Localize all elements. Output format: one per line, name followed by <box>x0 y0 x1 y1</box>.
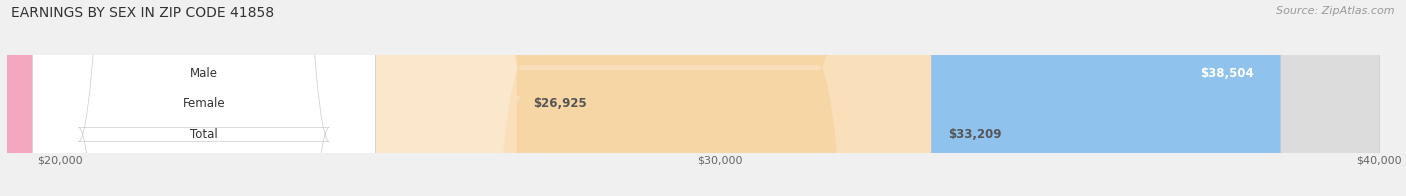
Text: Source: ZipAtlas.com: Source: ZipAtlas.com <box>1277 6 1395 16</box>
FancyBboxPatch shape <box>60 0 1379 196</box>
Text: $26,925: $26,925 <box>533 97 586 110</box>
Text: Female: Female <box>183 97 225 110</box>
Text: Male: Male <box>190 67 218 80</box>
FancyBboxPatch shape <box>32 0 375 196</box>
FancyBboxPatch shape <box>60 0 931 196</box>
FancyBboxPatch shape <box>60 0 1281 196</box>
FancyBboxPatch shape <box>0 0 786 196</box>
FancyBboxPatch shape <box>32 0 375 196</box>
FancyBboxPatch shape <box>60 0 1379 196</box>
Text: $33,209: $33,209 <box>948 128 1001 141</box>
FancyBboxPatch shape <box>55 0 522 196</box>
FancyBboxPatch shape <box>60 0 931 196</box>
Text: EARNINGS BY SEX IN ZIP CODE 41858: EARNINGS BY SEX IN ZIP CODE 41858 <box>11 6 274 20</box>
FancyBboxPatch shape <box>60 0 1379 196</box>
FancyBboxPatch shape <box>32 0 375 196</box>
Text: $38,504: $38,504 <box>1201 67 1254 80</box>
Text: Total: Total <box>190 128 218 141</box>
FancyBboxPatch shape <box>60 0 1281 196</box>
